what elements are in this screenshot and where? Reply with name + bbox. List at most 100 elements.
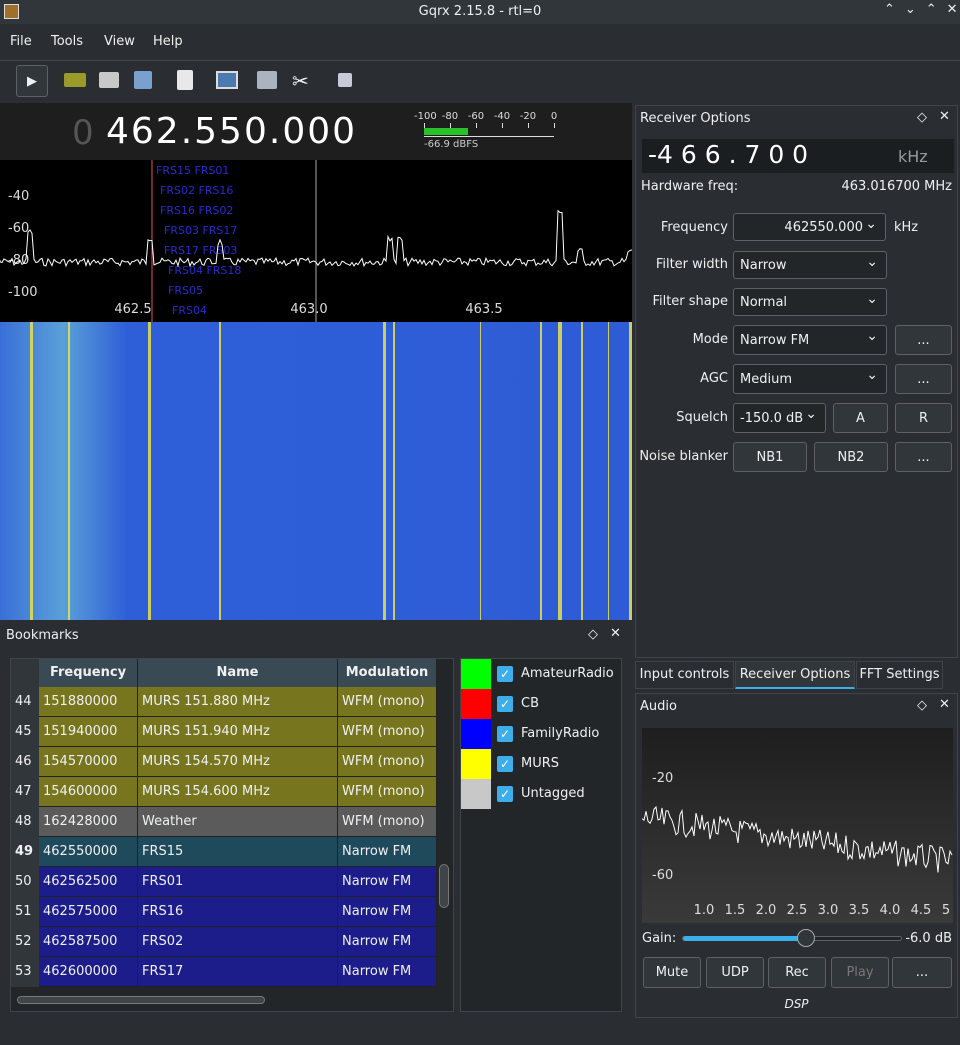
menu-item[interactable]: View <box>104 34 135 49</box>
audio-panel: Audio ◇ ✕ -20 -60 1.0 1.5 2.0 2.5 3.0 3.5 4.0 4.5… <box>635 693 958 1018</box>
signal-stripe <box>608 322 609 620</box>
dsp-label: DSP <box>784 997 809 1011</box>
window-controls[interactable]: ⌃⌄⌃✕ <box>884 2 960 17</box>
tag-checkbox[interactable]: ✓ <box>497 786 513 802</box>
meter-tick-label: -60 <box>467 111 485 122</box>
cell[interactable]: 151880000 <box>39 687 138 717</box>
cell[interactable]: Narrow FM <box>338 867 437 897</box>
column-header[interactable]: Modulation <box>338 659 437 687</box>
panel-close[interactable]: ✕ <box>939 697 950 712</box>
nb-more[interactable]: ... <box>895 442 952 472</box>
tag-checkbox[interactable]: ✓ <box>497 756 513 772</box>
filter-width-combo[interactable]: Narrow <box>733 251 887 279</box>
gain-handle[interactable] <box>797 929 815 947</box>
panel-close[interactable]: ✕ <box>610 626 621 641</box>
cell[interactable]: WFM (mono) <box>338 747 437 777</box>
analyzer-icon[interactable] <box>216 71 238 89</box>
cell[interactable]: FRS02 <box>138 927 338 957</box>
cell[interactable]: Narrow FM <box>338 927 437 957</box>
panel-float[interactable]: ◇ <box>588 627 598 642</box>
agc-more[interactable]: ... <box>895 364 952 394</box>
tag-name: Untagged <box>521 786 585 801</box>
frequency-spin[interactable]: 462550.000 <box>733 213 886 241</box>
cell[interactable]: MURS 154.600 MHz <box>138 777 338 807</box>
cell[interactable]: MURS 154.570 MHz <box>138 747 338 777</box>
cell[interactable]: 462550000 <box>39 837 138 867</box>
menu-item[interactable]: Help <box>153 34 183 49</box>
cell[interactable]: WFM (mono) <box>338 807 437 837</box>
mode-combo[interactable]: Narrow FM <box>733 325 887 355</box>
plugin-icon[interactable] <box>338 73 352 87</box>
squelch-auto[interactable]: A <box>833 403 888 433</box>
menu-item[interactable]: File <box>10 34 32 49</box>
cell[interactable]: 462587500 <box>39 927 138 957</box>
meter-baseline <box>424 136 554 137</box>
menu-item[interactable]: Tools <box>51 34 84 49</box>
nb2-button[interactable]: NB2 <box>814 442 888 472</box>
gain-track[interactable] <box>682 936 902 941</box>
cell[interactable]: 162428000 <box>39 807 138 837</box>
cell[interactable]: Weather <box>138 807 338 837</box>
signal-stripe <box>393 322 395 620</box>
cell[interactable]: Narrow FM <box>338 837 437 867</box>
cell[interactable]: 462575000 <box>39 897 138 927</box>
v-scrollbar[interactable] <box>439 864 449 908</box>
audio-button[interactable]: ... <box>892 957 952 988</box>
cell[interactable]: Narrow FM <box>338 957 437 987</box>
audio-button[interactable]: Rec <box>768 957 826 988</box>
start-button[interactable]: ▶ <box>16 65 48 97</box>
audio-button[interactable]: Mute <box>643 957 701 988</box>
cell[interactable]: FRS15 <box>138 837 338 867</box>
panel-close[interactable]: ✕ <box>939 109 950 124</box>
cell[interactable]: FRS01 <box>138 867 338 897</box>
audio-button[interactable]: UDP <box>706 957 764 988</box>
agc-combo[interactable]: Medium <box>733 364 887 394</box>
tab[interactable]: Receiver Options <box>735 661 855 689</box>
meter-tick-label: -40 <box>493 111 511 122</box>
bookmark-label: FRS15 FRS01 <box>156 164 229 177</box>
cell[interactable]: WFM (mono) <box>338 777 437 807</box>
tab[interactable]: FFT Settings <box>856 661 943 689</box>
settings-icon[interactable]: ✂ <box>292 69 309 93</box>
frequency-display[interactable]: 0 462.550.000 -66.9 dBFS -100 -80 -60 -40 -2… <box>0 103 632 160</box>
tag-checkbox[interactable]: ✓ <box>497 666 513 682</box>
frequency-input: 462550.000 <box>784 219 863 235</box>
network-icon[interactable] <box>257 71 277 89</box>
tag-checkbox[interactable]: ✓ <box>497 726 513 742</box>
nb1-button[interactable]: NB1 <box>733 442 807 472</box>
cell[interactable]: Narrow FM <box>338 897 437 927</box>
cell[interactable]: MURS 151.880 MHz <box>138 687 338 717</box>
cell[interactable]: 154600000 <box>39 777 138 807</box>
column-header[interactable]: Name <box>138 659 338 687</box>
signal-meter: -66.9 dBFS -100 -80 -60 -40 -20 0 <box>414 111 557 157</box>
panel-title: Audio <box>640 699 677 714</box>
squelch-spin[interactable]: -150.0 dB <box>733 403 826 433</box>
panel-float[interactable]: ◇ <box>917 698 927 713</box>
tag-checkbox[interactable]: ✓ <box>497 696 513 712</box>
cell[interactable]: 462600000 <box>39 957 138 987</box>
meter-tick <box>450 123 451 128</box>
squelch-reset[interactable]: R <box>895 403 952 433</box>
cell[interactable]: 154570000 <box>39 747 138 777</box>
filter-shape-combo[interactable]: Normal <box>733 288 887 316</box>
device-icon[interactable] <box>64 73 86 87</box>
tab[interactable]: Input controls <box>635 661 734 689</box>
cell[interactable]: WFM (mono) <box>338 687 437 717</box>
panel-float[interactable]: ◇ <box>917 110 927 125</box>
mode-more[interactable]: ... <box>895 325 952 355</box>
cell[interactable]: 462562500 <box>39 867 138 897</box>
tag-name: FamilyRadio <box>521 726 600 741</box>
open-icon[interactable] <box>99 72 119 88</box>
save-icon[interactable] <box>134 71 152 89</box>
offset-display[interactable]: -4 6 6 . 7 0 0 kHz <box>642 139 954 173</box>
cell[interactable]: MURS 151.940 MHz <box>138 717 338 747</box>
cell[interactable]: WFM (mono) <box>338 717 437 747</box>
doc-icon[interactable] <box>177 70 193 90</box>
cell[interactable]: FRS16 <box>138 897 338 927</box>
h-scrollbar[interactable] <box>17 996 265 1004</box>
menu-bar: File Tools View Help <box>0 28 960 56</box>
cell[interactable]: FRS17 <box>138 957 338 987</box>
column-header[interactable]: Frequency <box>39 659 138 687</box>
cell[interactable]: 151940000 <box>39 717 138 747</box>
